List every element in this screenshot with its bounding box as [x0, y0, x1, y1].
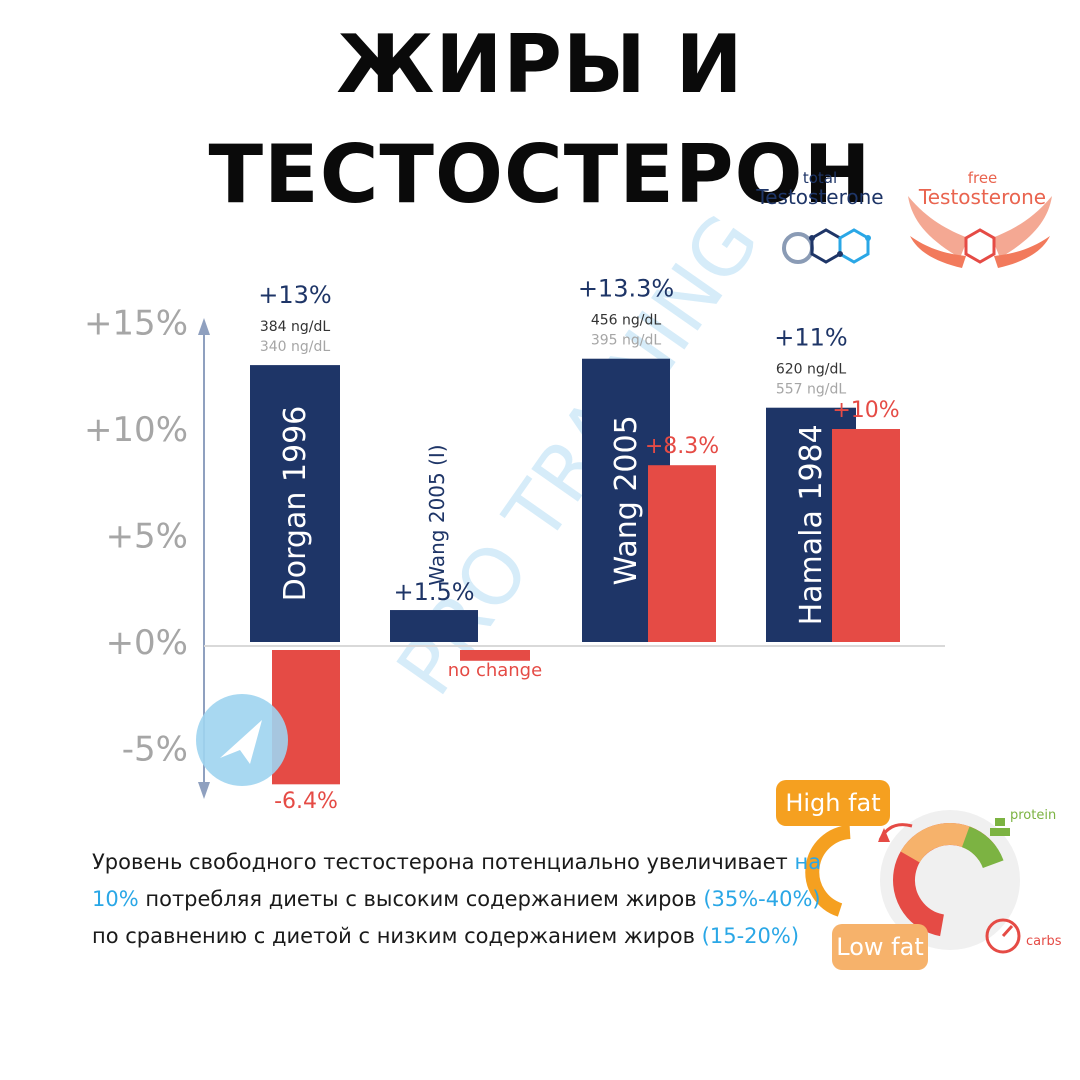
free-value-label: no change	[448, 660, 542, 681]
annotation-high-value: 620 ng/dL	[776, 362, 847, 378]
caption-part-3: по сравнению с диетой с низким содержани…	[92, 924, 702, 948]
high-fat-box: High fat	[776, 780, 890, 826]
y-tick-label: +0%	[106, 623, 188, 663]
bar-labels-group: Dorgan 1996 +13% -6.4% Wang 2005 (I)+1.5% no…	[258, 275, 899, 814]
free-value-label: -6.4%	[274, 789, 338, 814]
y-axis-arrow-up	[198, 318, 210, 335]
legend-total-small: total	[802, 169, 838, 187]
total-testosterone-icon	[782, 228, 871, 264]
caption-highlight-2: (35%-40%)	[703, 887, 821, 911]
free-bar	[648, 465, 716, 642]
annotation-high-value: 384 ng/dL	[260, 319, 331, 335]
paper-plane-icon	[196, 694, 288, 786]
y-tick-label: +10%	[84, 410, 188, 450]
y-tick-label: +5%	[106, 517, 188, 557]
annotation-low-value: 340 ng/dL	[260, 339, 331, 355]
legend-free-small: free	[967, 169, 998, 187]
legend-total-testosterone: total Testosterone	[740, 170, 900, 208]
total-value-label: +13%	[258, 281, 331, 309]
free-value-label: +8.3%	[645, 434, 719, 459]
bars-group	[250, 358, 900, 785]
carbs-label: carbs	[1026, 934, 1062, 949]
free-bar	[832, 429, 900, 642]
free-value-label: +10%	[832, 398, 899, 423]
y-tick-label: +15%	[84, 304, 188, 344]
category-label: Wang 2005 (I)	[425, 444, 449, 585]
free-bar	[272, 650, 340, 785]
total-bar	[390, 610, 478, 642]
total-value-label: +1.5%	[393, 578, 474, 606]
total-bar	[250, 365, 340, 642]
category-label: Hamala 1984	[794, 424, 829, 625]
y-axis-ticks: +15% +10% +5% +0% -5%	[84, 304, 188, 770]
annotation-low-value: 557 ng/dL	[776, 382, 847, 398]
y-axis-arrow-down	[198, 782, 210, 799]
free-testosterone-icon	[908, 196, 1052, 268]
caption-highlight-3: (15-20%)	[701, 924, 800, 948]
caption-part-1: Уровень свободного тестостерона потенциа…	[92, 850, 795, 874]
legend-free-testosterone: free Testosterone	[900, 170, 1065, 208]
annotation-low-value: 395 ng/dL	[591, 333, 662, 349]
category-label: Wang 2005	[609, 415, 644, 585]
caption-highlight-1: на 10%	[92, 850, 822, 911]
legend-total-big: Testosterone	[756, 185, 884, 209]
y-tick-label: -5%	[122, 730, 188, 770]
caption-part-2: потребляя диеты с высоким содержанием жи…	[138, 887, 704, 911]
annotation-high-value: 456 ng/dL	[591, 313, 662, 329]
macro-donut-diagram	[805, 810, 1021, 954]
low-fat-box: Low fat	[832, 924, 928, 970]
free-bar	[460, 650, 530, 661]
page-title: ЖИРЫ И ТЕСТОСТЕРОН	[208, 18, 872, 221]
total-value-label: +11%	[774, 324, 847, 352]
category-label: Dorgan 1996	[278, 406, 313, 602]
protein-label: protein	[1010, 808, 1057, 823]
legend-free-big: Testosterone	[918, 185, 1047, 209]
total-value-label: +13.3%	[578, 275, 674, 303]
caption-text: Уровень свободного тестостерона потенциа…	[92, 844, 832, 955]
